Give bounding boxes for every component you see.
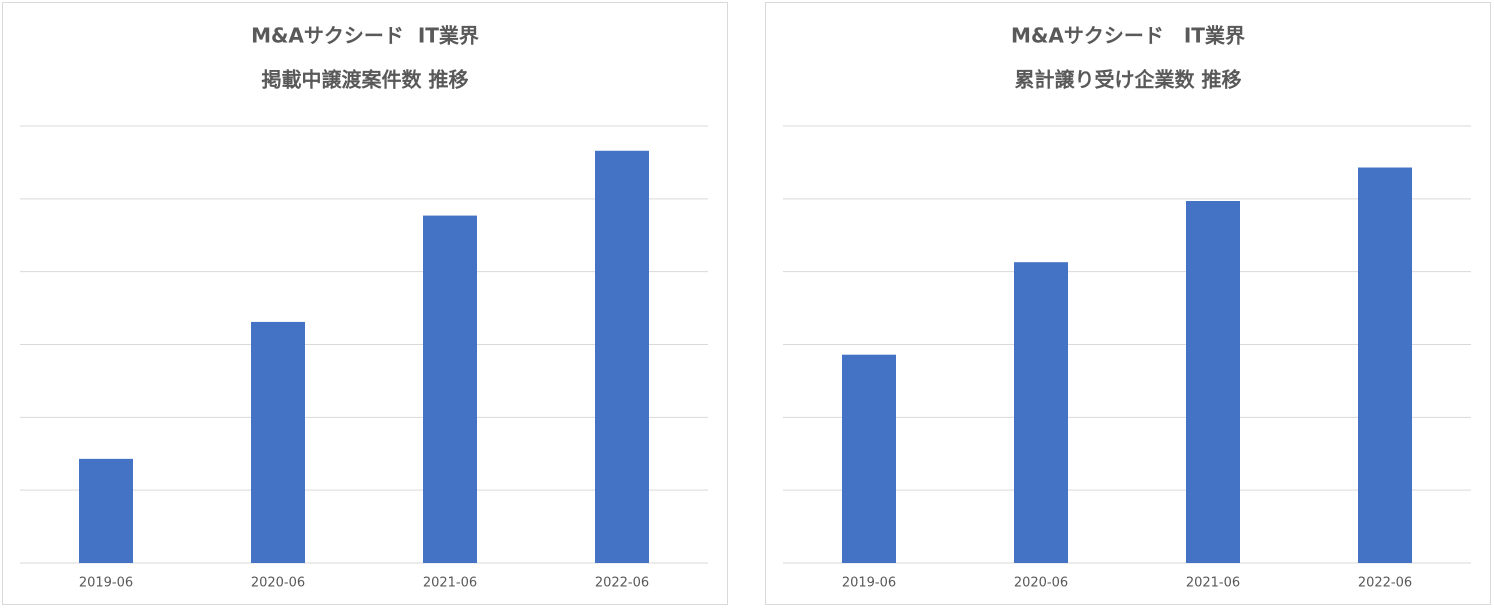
bar: [1186, 201, 1240, 564]
x-tick-label: 2020-06: [251, 576, 305, 591]
x-tick-label: 2020-06: [1014, 576, 1068, 591]
chart-title: 累計譲り受け企業数 推移: [1015, 68, 1242, 92]
bar: [79, 458, 133, 563]
x-tick-label: 2022-06: [595, 576, 649, 591]
bar: [251, 321, 305, 563]
bar: [1358, 167, 1412, 563]
bar: [595, 150, 649, 563]
bar: [423, 215, 477, 563]
bar: [842, 354, 896, 563]
bar: [1014, 262, 1068, 563]
chart-title: 掲載中譲渡案件数 推移: [262, 68, 469, 92]
x-tick-label: 2021-06: [1186, 576, 1240, 591]
x-tick-label: 2019-06: [842, 576, 896, 591]
chart-title: M&Aサクシード IT業界: [251, 24, 479, 48]
x-tick-label: 2022-06: [1358, 576, 1412, 591]
x-tick-label: 2021-06: [423, 576, 477, 591]
x-tick-label: 2019-06: [79, 576, 133, 591]
chart-title: M&Aサクシード IT業界: [1011, 24, 1245, 48]
